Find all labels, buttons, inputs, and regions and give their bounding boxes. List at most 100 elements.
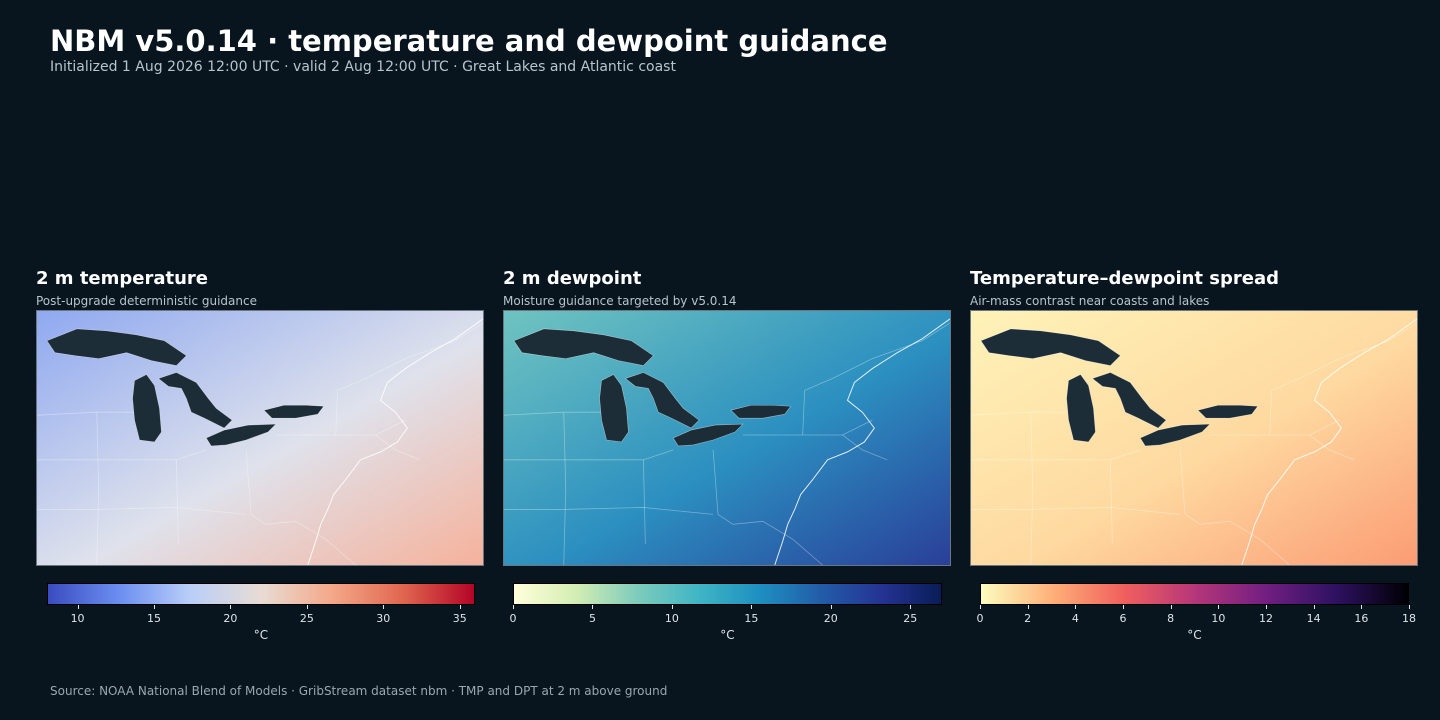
colorbar-spread	[980, 583, 1409, 605]
coastline	[774, 318, 950, 565]
colorbar-tick-label: 4	[1071, 612, 1079, 625]
state-border	[1179, 449, 1290, 565]
state-border	[1269, 378, 1300, 436]
colorbar-tick	[910, 605, 912, 609]
coastline	[307, 318, 483, 565]
figure-title: NBM v5.0.14 · temperature and dewpoint g…	[50, 24, 888, 58]
colorbar-tick-label: 0	[509, 612, 517, 625]
colorbar-tick	[1027, 605, 1029, 609]
colorbar-unit-label: °C	[720, 628, 735, 642]
state-border	[971, 449, 1141, 461]
lake-michigan	[599, 374, 629, 443]
colorbar-tick-label: 5	[588, 612, 596, 625]
colorbar-tick	[751, 605, 753, 609]
colorbar-tick	[1361, 605, 1363, 609]
colorbar-tick	[1123, 605, 1124, 609]
colorbar-tick-label: 20	[823, 612, 838, 625]
state-border	[1209, 419, 1340, 436]
lake-huron	[1091, 372, 1167, 429]
map-temperature	[36, 310, 484, 566]
colorbar-unit-label: °C	[1187, 628, 1202, 642]
state-border	[1309, 434, 1355, 461]
colorbar-tick	[513, 605, 514, 609]
lake-superior	[46, 328, 187, 366]
map-canvas	[37, 311, 483, 565]
lake-superior	[513, 328, 654, 366]
state-border	[832, 322, 950, 379]
lake-erie	[672, 423, 744, 447]
colorbar-tick	[383, 605, 385, 609]
state-border	[971, 411, 1081, 416]
map-dewpoint	[503, 310, 951, 566]
colorbar-tick	[592, 605, 594, 609]
colorbar-tick-label: 12	[1259, 612, 1273, 625]
state-border	[642, 459, 646, 545]
colorbar-tick	[77, 605, 79, 609]
colorbar-unit-label: °C	[253, 628, 269, 642]
colorbar-tick-label: 14	[1306, 612, 1321, 625]
lake-ontario	[1197, 404, 1259, 419]
colorbar-tick-label: 8	[1167, 612, 1175, 625]
state-border	[1109, 459, 1113, 545]
colorbar-tick	[1313, 605, 1315, 609]
panel-title-dewpoint: 2 m dewpoint	[503, 268, 642, 289]
colorbar-tick-label: 10	[1211, 612, 1226, 625]
colorbar-tick-label: 6	[1119, 612, 1127, 625]
colorbar-tick	[306, 605, 308, 609]
state-border	[802, 378, 833, 436]
state-border	[375, 434, 421, 461]
colorbar-tick-label: 25	[299, 612, 314, 625]
panel-subtitle-spread: Air-mass contrast near coasts and lakes	[970, 294, 1210, 308]
colorbar-tick	[1075, 605, 1077, 609]
lake-erie	[1139, 423, 1211, 447]
state-border	[37, 449, 207, 461]
colorbar-tick-label: 18	[1402, 612, 1416, 625]
colorbar-tick	[980, 605, 981, 609]
lake-ontario	[730, 404, 792, 419]
state-border	[1299, 322, 1417, 379]
state-border	[175, 459, 179, 545]
state-border	[1030, 412, 1034, 565]
lake-erie	[205, 423, 277, 447]
state-border	[37, 411, 147, 416]
panel-subtitle-dewpoint: Moisture guidance targeted by v5.0.14	[503, 294, 737, 308]
colorbar-tick-label: 15	[147, 612, 161, 625]
colorbar-tick-label: 16	[1354, 612, 1369, 625]
lake-huron	[157, 372, 233, 429]
figure-subtitle: Initialized 1 Aug 2026 12:00 UTC · valid…	[50, 59, 676, 75]
coastline	[1241, 318, 1417, 565]
colorbar-tick-label: 10	[664, 612, 679, 625]
colorbar-tick-label: 25	[903, 612, 918, 625]
state-border	[245, 449, 356, 565]
state-border	[563, 412, 567, 565]
lake-ontario	[263, 404, 325, 419]
state-border	[96, 412, 100, 565]
colorbar-tick	[1218, 605, 1220, 609]
colorbar-tick	[459, 605, 461, 609]
colorbar-tick	[1170, 605, 1172, 609]
colorbar-tick	[671, 605, 673, 609]
colorbar-tick	[1266, 605, 1267, 609]
state-border	[842, 434, 888, 461]
colorbar-tick-label: 30	[376, 612, 391, 625]
panel-subtitle-temperature: Post-upgrade deterministic guidance	[36, 294, 257, 308]
state-border	[37, 507, 247, 515]
panel-title-spread: Temperature–dewpoint spread	[970, 268, 1280, 289]
state-border	[275, 419, 406, 436]
colorbar-tick	[230, 605, 232, 609]
colorbar-tick-label: 35	[452, 612, 467, 625]
state-border	[365, 322, 483, 379]
lake-superior	[980, 328, 1121, 366]
state-border	[742, 419, 873, 436]
colorbar-dewpoint	[513, 583, 942, 605]
panel-title-temperature: 2 m temperature	[36, 268, 209, 289]
state-border	[971, 507, 1181, 515]
map-canvas	[971, 311, 1417, 565]
lake-michigan	[1066, 374, 1096, 443]
colorbar-tick-label: 2	[1024, 612, 1032, 625]
map-spread	[970, 310, 1418, 566]
colorbar-tick-label: 15	[744, 612, 759, 625]
colorbar-tick-label: 20	[223, 612, 238, 625]
map-canvas	[504, 311, 950, 565]
lake-huron	[624, 372, 700, 429]
